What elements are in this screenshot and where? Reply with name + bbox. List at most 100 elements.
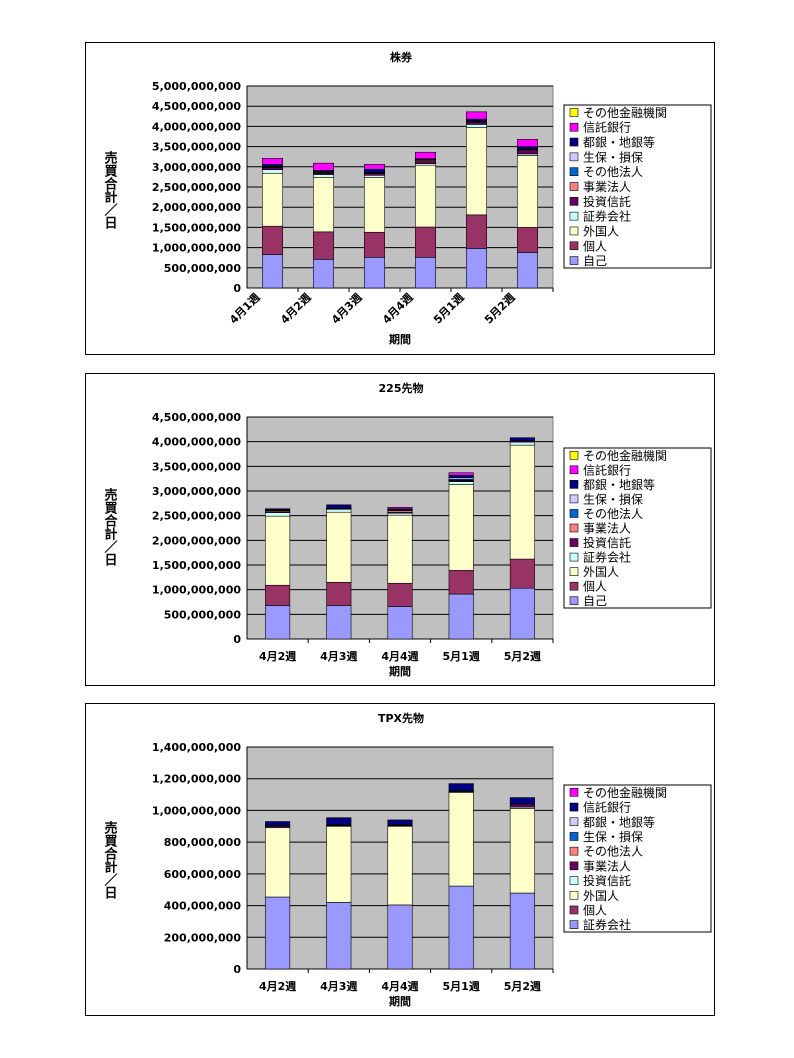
bar-segment <box>265 508 291 511</box>
bar-segment <box>448 484 474 571</box>
bar-segment <box>363 177 385 233</box>
bar-segment <box>465 248 487 289</box>
bar-segment <box>448 593 474 640</box>
bar-segment <box>509 558 535 589</box>
bar-segment <box>265 512 291 517</box>
bar-segment <box>313 174 335 178</box>
x-tick-label: 4月1週 <box>226 290 262 326</box>
y-tick-label: 3,500,000,000 <box>152 141 241 154</box>
legend-swatch <box>569 802 579 812</box>
bar-segment <box>363 174 385 178</box>
x-tick-label: 4月4週 <box>379 290 415 326</box>
bar-segment <box>387 904 413 970</box>
bar-segment <box>313 231 335 260</box>
legend-label: 都銀・地銀等 <box>583 136 655 150</box>
bar-segment <box>363 231 385 258</box>
legend-swatch <box>569 494 579 504</box>
legend-swatch <box>569 256 579 265</box>
y-tick-label: 4,000,000,000 <box>152 436 241 449</box>
x-tick-label: 4月2週 <box>259 979 296 993</box>
bar-segment <box>265 821 291 826</box>
bar-segment <box>326 825 352 903</box>
bar-segment <box>326 504 352 509</box>
bar-segment <box>265 896 291 970</box>
y-tick-label: 5,000,000,000 <box>152 80 241 93</box>
bar-segment <box>414 161 436 164</box>
bar-segment <box>414 151 436 160</box>
bar-segment <box>363 164 385 170</box>
bar-segment <box>448 481 474 485</box>
legend-swatch <box>569 581 579 591</box>
legend-swatch <box>569 567 579 576</box>
x-axis-title: 期間 <box>389 332 411 346</box>
bar-segment <box>387 606 413 640</box>
y-tick-label: 200,000,000 <box>164 931 242 944</box>
legend-swatch <box>569 450 579 460</box>
legend-label: その他金融機関 <box>583 448 667 463</box>
legend <box>563 104 712 269</box>
bar-segment <box>448 885 474 970</box>
bar-segment <box>516 155 538 228</box>
x-tick-label: 4月4週 <box>381 649 418 663</box>
y-tick-label: 3,500,000,000 <box>152 460 241 473</box>
bar-segment <box>414 164 436 228</box>
bar-segment <box>326 902 352 970</box>
legend-swatch <box>569 538 579 547</box>
bar-segment <box>326 511 352 583</box>
legend-swatch <box>569 226 579 236</box>
legend <box>563 447 712 609</box>
legend-label: 自己 <box>583 254 607 268</box>
bar-segment <box>448 472 474 476</box>
bar-segment <box>448 783 474 791</box>
bar-segment <box>262 172 284 227</box>
chart-title: TPX先物 <box>378 711 424 725</box>
legend <box>563 784 712 933</box>
y-tick-label: 500,000,000 <box>164 262 242 275</box>
legend-swatch <box>569 846 579 856</box>
legend-swatch <box>569 152 579 162</box>
bar-segment <box>262 169 284 174</box>
legend-swatch <box>569 480 579 489</box>
x-tick-label: 4月2週 <box>277 290 313 326</box>
y-tick-label: 1,400,000,000 <box>152 741 241 754</box>
legend-swatch <box>569 167 579 176</box>
bar-segment <box>509 803 535 808</box>
legend-label: 事業法人 <box>583 859 631 873</box>
legend-swatch <box>569 241 579 251</box>
legend-swatch <box>569 552 579 562</box>
legend-label: 生保・損保 <box>583 149 643 164</box>
legend-swatch <box>569 905 579 915</box>
bar-segment <box>363 168 385 173</box>
legend-swatch <box>569 920 579 929</box>
bar-segment <box>448 792 474 887</box>
chart-stocks-svg: 株券 0 500,000,000 1,000,000,000 1,500,000,000… <box>102 50 712 346</box>
bar-segment <box>387 825 413 906</box>
bar-segment <box>313 162 335 171</box>
y-tick-label: 0 <box>233 282 241 295</box>
bar-segment <box>387 582 413 607</box>
bar-segment <box>465 214 487 249</box>
y-tick-label: 1,000,000,000 <box>152 804 241 817</box>
legend-label: 信託銀行 <box>583 800 631 815</box>
y-tick-label: 2,000,000,000 <box>152 534 241 547</box>
legend-label: 証券会社 <box>583 917 631 932</box>
y-tick-label: 1,000,000,000 <box>152 242 241 255</box>
legend-label: 生保・損保 <box>583 829 643 844</box>
y-axis-title: 売買合計／日 <box>102 820 118 900</box>
bar-segment <box>265 827 291 898</box>
bar-segment <box>509 444 535 560</box>
legend-label: その他法人 <box>583 165 643 179</box>
bar-segment <box>387 819 413 825</box>
legend-label: 投資信託 <box>583 535 631 550</box>
bar-segment <box>265 515 291 586</box>
chart-title: 株券 <box>390 50 413 64</box>
y-tick-label: 0 <box>233 633 241 646</box>
legend-swatch <box>569 876 579 885</box>
bar-segment <box>262 164 284 167</box>
legend-label: その他金融機関 <box>583 785 667 800</box>
bar-segment <box>516 146 538 150</box>
legend-label: 投資信託 <box>583 194 631 209</box>
legend-label: その他法人 <box>583 507 643 521</box>
legend-label: 生保・損保 <box>583 491 643 506</box>
legend-label: 外国人 <box>583 224 619 238</box>
